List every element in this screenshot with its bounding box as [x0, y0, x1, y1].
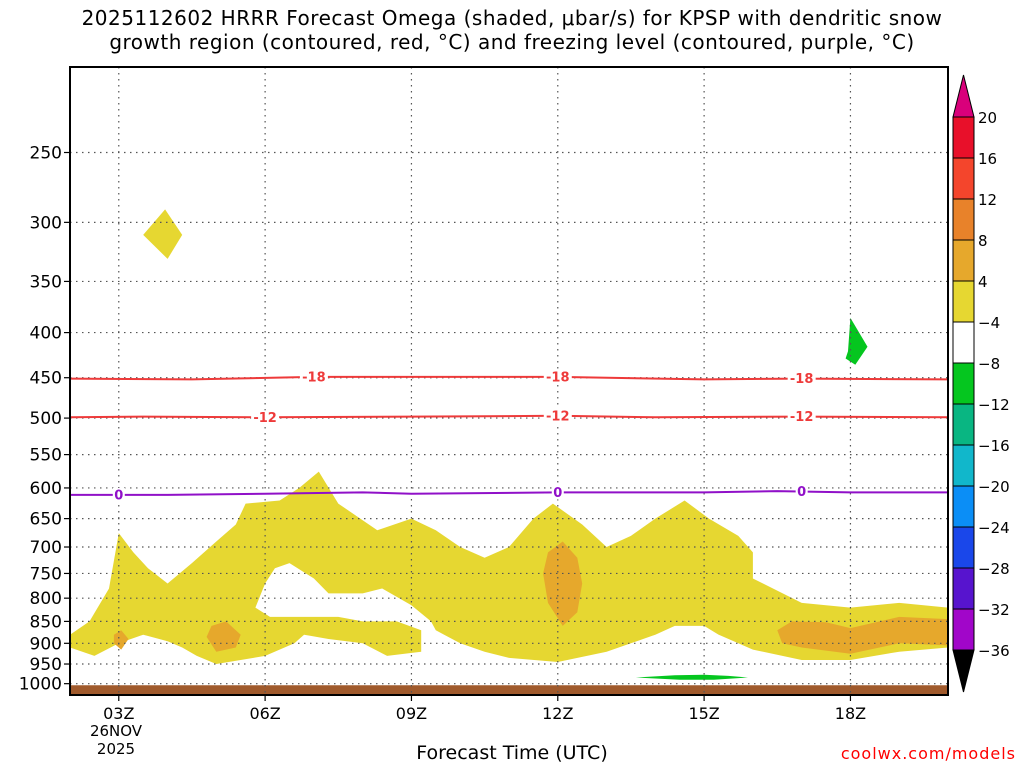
- freezing-level-0c-label-bg: [112, 487, 125, 502]
- colorbar-label-6: −8: [978, 355, 1000, 373]
- y-tick-label-850: 850: [30, 612, 62, 632]
- colorbar-swatch-3: [952, 239, 975, 282]
- colorbar-swatch-0: [952, 116, 975, 159]
- colorbar-label-9: −20: [978, 478, 1010, 496]
- credit-link[interactable]: coolwx.com/models: [840, 744, 1016, 763]
- dgz-minus12-label-bg: [251, 410, 280, 425]
- x-tick-label-03Z: 03Z: [103, 704, 134, 723]
- freezing-level-0c-label: 0: [553, 486, 562, 501]
- dgz-minus18-label-bg: [543, 369, 572, 384]
- y-tick-label-300: 300: [30, 213, 62, 233]
- x-tick-label-18Z: 18Z: [835, 704, 866, 723]
- surface-below-ground: [70, 685, 948, 695]
- dgz-minus18-label-bg: [787, 371, 816, 386]
- x-tick-label-06Z: 06Z: [249, 704, 280, 723]
- date-label: 26NOV 2025: [70, 722, 162, 758]
- y-tick-label-900: 900: [30, 634, 62, 654]
- y-tick-label-950: 950: [30, 655, 62, 675]
- colorbar-swatch-4: [952, 280, 975, 323]
- x-tick-label-15Z: 15Z: [688, 704, 719, 723]
- omega-8to12-band-18z: [777, 616, 948, 654]
- colorbar-swatch-2: [952, 198, 975, 241]
- omega-neg4to8-green-400: [845, 317, 868, 365]
- freezing-level-0c-label: 0: [114, 488, 123, 503]
- chart-title: 2025112602 HRRR Forecast Omega (shaded, …: [0, 6, 1024, 54]
- dgz-minus12-label-bg: [543, 408, 572, 423]
- colorbar-label-7: −12: [978, 396, 1010, 414]
- colorbar-label-0: 20: [978, 109, 997, 127]
- y-tick-label-350: 350: [30, 272, 62, 292]
- y-tick-label-650: 650: [30, 510, 62, 530]
- dgz-minus18-label: -18: [546, 370, 570, 385]
- y-tick-label-500: 500: [30, 409, 62, 429]
- dgz-minus12-line: [70, 414, 948, 419]
- omega-neg4to8-green-980: [635, 674, 748, 680]
- omega-8to12-blob-03z: [113, 630, 129, 650]
- colorbar-label-13: −36: [978, 642, 1010, 660]
- plot-frame: [69, 66, 949, 696]
- freezing-level-0c-label-bg: [551, 485, 564, 500]
- y-tick-label-550: 550: [30, 446, 62, 466]
- x-tick-label-09Z: 09Z: [396, 704, 427, 723]
- y-tick-label-1000: 1000: [19, 675, 62, 695]
- freezing-level-0c-label: 0: [797, 485, 806, 500]
- freezing-level-0c-line: [70, 490, 948, 496]
- y-tick-label-700: 700: [30, 538, 62, 558]
- dgz-minus18-label: -18: [790, 372, 814, 387]
- date-line2: 2025: [96, 740, 136, 758]
- y-tick-label-400: 400: [30, 324, 62, 344]
- colorbar-swatch-12: [952, 608, 975, 651]
- colorbar-label-8: −16: [978, 437, 1010, 455]
- colorbar-swatch-5: [952, 321, 975, 364]
- colorbar-swatch-9: [952, 485, 975, 528]
- colorbar-label-11: −28: [978, 560, 1010, 578]
- colorbar-label-3: 8: [978, 232, 988, 250]
- colorbar-swatch-1: [952, 157, 975, 200]
- omega-4to8-small-300: [143, 209, 183, 259]
- colorbar-swatch-10: [952, 526, 975, 569]
- colorbar-swatch-6: [952, 362, 975, 405]
- dgz-minus18-label: -18: [302, 370, 326, 385]
- omega-8to12-blob-05z: [206, 621, 241, 652]
- omega-8to12-blob-12z: [543, 541, 583, 626]
- colorbar-swatch-7: [952, 403, 975, 446]
- colorbar-label-4: 4: [978, 273, 988, 291]
- dgz-minus12-label: -12: [790, 410, 814, 425]
- chart-title-line2: growth region (contoured, red, °C) and f…: [109, 30, 915, 54]
- y-tick-label-600: 600: [30, 479, 62, 499]
- date-line1: 26NOV: [89, 722, 143, 740]
- colorbar-label-1: 16: [978, 150, 997, 168]
- colorbar-swatch-8: [952, 444, 975, 487]
- colorbar-label-12: −32: [978, 601, 1010, 619]
- dgz-minus12-label: -12: [253, 411, 277, 426]
- freezing-level-0c-label-bg: [795, 484, 808, 499]
- colorbar-label-2: 12: [978, 191, 997, 209]
- colorbar-top-arrow: [952, 74, 975, 118]
- omega-4to8-main: [70, 471, 948, 664]
- x-axis-label: Forecast Time (UTC): [416, 742, 608, 764]
- y-tick-label-800: 800: [30, 589, 62, 609]
- colorbar-swatch-11: [952, 567, 975, 610]
- y-tick-label-450: 450: [30, 369, 62, 389]
- colorbar-bottom-arrow: [952, 649, 975, 693]
- dgz-minus18-line: [70, 375, 948, 381]
- x-tick-label-12Z: 12Z: [542, 704, 573, 723]
- dgz-minus12-label-bg: [787, 409, 816, 424]
- colorbar-label-5: −4: [978, 314, 1000, 332]
- colorbar-label-10: −24: [978, 519, 1010, 537]
- y-tick-label-250: 250: [30, 143, 62, 163]
- dgz-minus12-label: -12: [546, 409, 570, 424]
- y-tick-label-750: 750: [30, 564, 62, 584]
- dgz-minus18-label-bg: [299, 369, 328, 384]
- chart-title-line1: 2025112602 HRRR Forecast Omega (shaded, …: [81, 6, 943, 30]
